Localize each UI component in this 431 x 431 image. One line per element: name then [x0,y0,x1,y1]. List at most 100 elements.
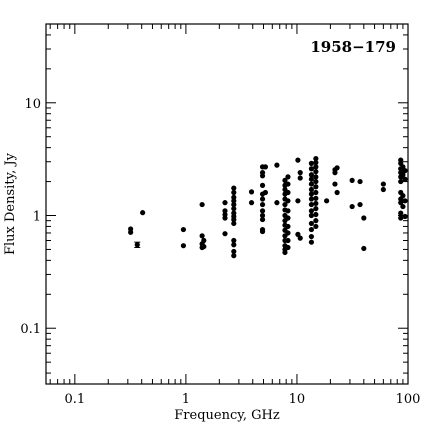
data-point [398,210,404,216]
data-point [222,208,228,214]
data-point [361,245,367,252]
data-point [231,189,237,196]
data-point [308,239,315,245]
data-points [128,155,408,259]
data-point [259,216,266,223]
data-point [402,213,408,220]
data-point [313,195,319,201]
data-point [259,173,266,179]
data-point [282,201,288,208]
data-point [313,164,319,170]
data-point [313,169,319,175]
data-point [199,201,205,208]
y-tick-label: 1 [33,210,41,225]
data-point [308,212,315,219]
data-point [398,215,404,221]
data-point [285,244,291,251]
data-point [201,243,207,250]
data-point [334,165,340,171]
data-point [222,215,228,221]
data-point [128,229,134,235]
data-point [180,243,187,249]
data-point [400,193,406,199]
data-point [259,208,266,214]
data-point [222,200,228,206]
data-point [295,231,301,237]
data-point [400,203,406,210]
data-point [308,172,315,178]
data-point [259,196,266,202]
data-point [259,212,266,219]
data-point [313,155,319,162]
data-point [308,208,315,214]
data-point [313,178,319,185]
data-point [248,189,255,195]
data-point [285,237,291,244]
data-point [231,185,237,191]
data-point [334,189,340,196]
data-point [295,198,301,204]
data-point [262,164,269,170]
data-point [398,200,404,206]
axis-ticks [46,23,409,384]
data-point [380,186,386,193]
data-point [295,157,301,163]
data-point [231,237,237,244]
data-point [231,201,237,208]
data-point [308,220,315,227]
y-axis-label: Flux Density, Jy [3,152,18,255]
data-point [231,198,237,204]
data-point [231,248,237,255]
data-point [380,181,386,187]
data-point [313,211,319,218]
data-point [402,198,408,204]
plot-frame [45,23,409,385]
data-point [308,196,315,202]
data-point [308,181,315,187]
data-point [308,201,315,208]
data-point [308,233,315,240]
x-tick-label: 10 [289,392,306,407]
data-point [285,215,291,221]
data-point [285,189,291,196]
data-point [308,191,315,197]
chart-title: 1958−179 [310,38,396,56]
data-point [259,228,266,235]
data-point [248,200,255,206]
data-point [297,235,303,241]
data-point [274,200,280,206]
data-point [313,223,319,230]
data-point [313,184,319,190]
data-point [357,201,363,208]
data-point [313,189,319,196]
data-point [308,186,315,193]
data-point [201,237,207,244]
data-point [231,206,237,212]
data-point [274,162,280,168]
data-point [180,226,187,233]
data-point [134,242,140,248]
data-point [297,170,303,176]
data-point [231,220,237,227]
data-point [402,168,408,174]
x-tick-label: 0.1 [64,392,85,407]
data-point [285,223,291,230]
data-point [398,178,404,185]
data-point [361,215,367,221]
data-point [357,178,363,185]
data-point [308,160,315,166]
data-point [308,176,315,182]
data-point [285,174,291,180]
data-point [313,200,319,207]
data-point [282,177,288,183]
data-point [285,230,291,236]
data-point [222,231,228,237]
data-point [313,159,319,166]
data-point [285,198,291,204]
data-point [262,189,269,196]
data-point [313,174,319,180]
data-point [400,172,406,178]
data-point [231,253,237,259]
data-point [231,216,237,223]
